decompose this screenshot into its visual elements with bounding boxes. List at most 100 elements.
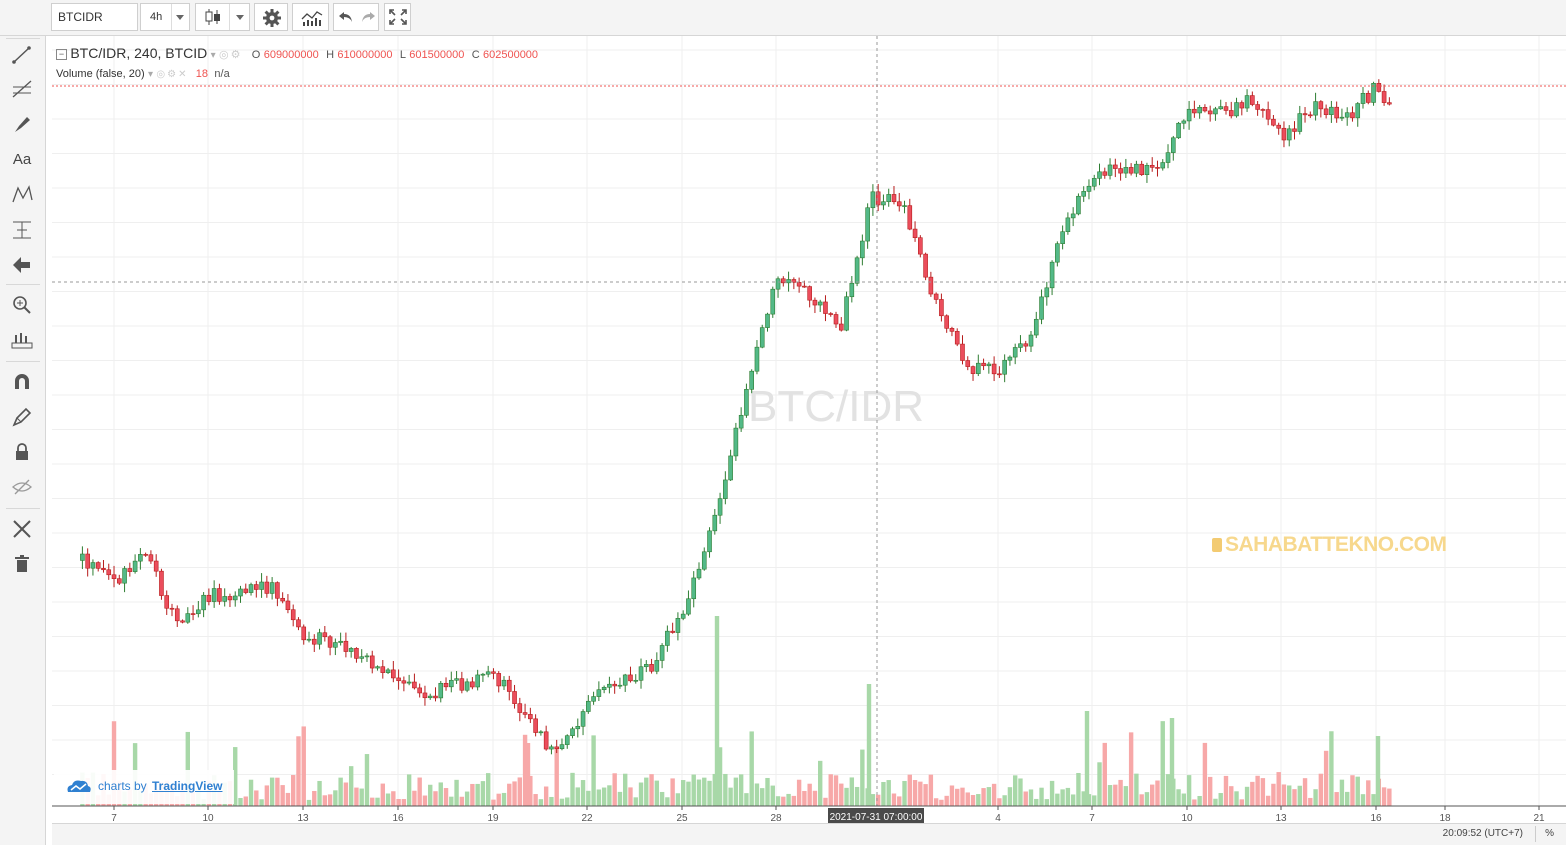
candle-body [607,683,612,688]
candle-body [1260,109,1266,111]
volume-bar [702,777,707,806]
crosshair-time-label-bg [828,808,924,824]
volume-bar [807,783,812,806]
volume-bar [1329,731,1334,806]
chevron-down-icon[interactable]: ▾ [148,69,154,80]
candle-body [254,584,259,590]
candle-body [981,362,986,367]
volume-bar [1049,780,1055,806]
zoom-in-icon[interactable] [9,292,35,318]
volume-bar [111,721,117,806]
measure-icon[interactable] [9,217,35,243]
volume-bar [1012,775,1018,806]
volume-bar [638,782,644,806]
candle-body [860,240,865,259]
tools-icon[interactable] [9,516,35,542]
candle-body [823,301,828,314]
volume-bar [301,726,306,806]
candle-body [1286,128,1292,141]
candle-body [1376,83,1382,92]
hide-drawings-icon[interactable] [9,474,35,500]
candle-body [80,553,85,561]
measure-ruler-icon[interactable] [9,327,35,353]
candle-body [1165,152,1171,163]
pattern-icon[interactable] [9,182,35,208]
volume-bar [1007,787,1013,806]
price-chart[interactable]: BTC/IDR 7 10 13 16 19 22 25 28 4 7 10 13 16 18 21 2021… [52,36,1566,845]
chevron-down-icon [236,15,244,20]
volume-bar [997,798,1002,806]
trash-icon[interactable] [9,551,35,577]
volume-bar [1092,795,1097,806]
text-tool-icon[interactable]: Aa [12,151,32,168]
x-tick-label: 4 [995,813,1001,824]
interval-select[interactable]: 4h [140,3,190,31]
volume-bar [1070,794,1076,806]
fullscreen-button[interactable] [384,3,411,31]
magnet-icon[interactable] [9,369,35,395]
candle-body [633,679,639,682]
candle-body [854,257,860,284]
symbol-search-input[interactable]: BTCIDR [51,3,138,31]
grid [52,36,1566,806]
candle-body [1033,318,1039,336]
volume-bar [1107,785,1113,806]
volume-bar [1192,799,1197,806]
candle-body [1181,120,1187,124]
candle-body [928,276,934,295]
volume-bar [1234,791,1239,806]
undo-icon[interactable] [338,10,354,29]
volume-bar [1371,794,1376,806]
volume-bar [312,790,317,806]
trend-line-icon[interactable] [9,42,35,68]
volume-bar [1134,773,1139,806]
volume-bar [802,790,807,806]
crosshair-time-label: 2021-07-31 07:00:00 [830,812,923,823]
volume-bar [264,785,270,806]
collapse-icon[interactable]: − [56,49,67,60]
volume-bar [744,793,749,806]
indicators-button[interactable] [292,3,329,31]
volume-bar [291,775,296,806]
candle-body [1007,356,1013,361]
time-axis: 7 10 13 16 19 22 25 28 4 7 10 13 16 18 21 [111,806,1545,824]
candle-body [1155,167,1160,169]
volume-bar [1366,780,1371,806]
arrow-left-icon[interactable] [9,252,35,278]
branding-name-link[interactable]: TradingView [152,779,223,793]
chevron-down-icon[interactable]: ▾ [210,50,216,61]
lock-icon[interactable] [9,439,35,465]
tradingview-branding[interactable]: charts by TradingView [54,770,234,804]
volume-controls-icon[interactable]: ◎⚙✕ [156,69,189,80]
redo-icon[interactable] [360,10,376,29]
gear-icon [262,8,282,33]
chart-area[interactable]: BTC/IDR 7 10 13 16 19 22 25 28 4 7 10 13 16 18 21 2021… [52,36,1566,845]
volume-bars [80,616,1392,806]
volume-bar [723,773,728,806]
series-controls-icon[interactable]: ◎⚙ [218,49,243,61]
candle-body [918,237,923,255]
candle-body [838,323,844,331]
fib-retracement-icon[interactable] [9,77,35,103]
candle-body [385,669,391,673]
candle-body [1123,167,1129,174]
candle-body [528,714,533,720]
volume-bar [696,779,702,806]
percent-scale-toggle[interactable]: % [1545,828,1554,839]
candle-body [717,498,723,516]
settings-button[interactable] [254,3,288,31]
volume-bar [1287,785,1292,806]
volume-bar [770,785,775,806]
brush-icon[interactable] [9,112,35,138]
volume-bar [1218,793,1223,806]
candle-body [380,666,386,673]
volume-bar [849,777,855,806]
chart-style-select[interactable] [195,3,250,31]
candle-body [1344,112,1350,118]
volume-bar [1271,783,1276,806]
volume-bar [1313,789,1318,806]
candle-body [696,568,702,579]
volume-bar [818,760,823,806]
volume-bar [406,774,412,806]
stay-in-drawing-mode-icon[interactable] [9,404,35,430]
